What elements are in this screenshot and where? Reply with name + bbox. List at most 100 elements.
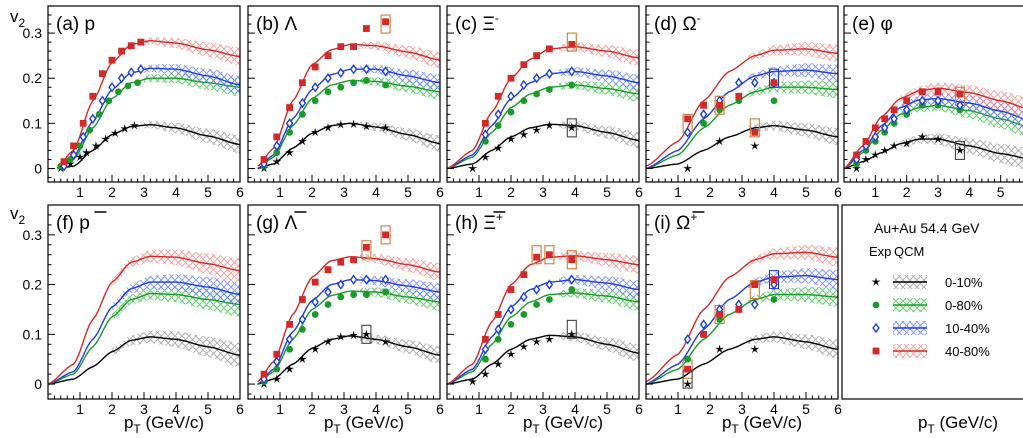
x-tick-label: 1 (674, 401, 682, 417)
exp-point-10-40% (349, 274, 358, 285)
x-tick-label: 6 (834, 401, 842, 417)
exp-point-0-80% (124, 82, 132, 90)
qcm-curve-40-80% (57, 39, 240, 167)
y-tick-label: 0.1 (23, 326, 43, 342)
x-tick-label: 5 (204, 401, 212, 417)
panel-label: (a) p (56, 14, 95, 35)
exp-point-0-10% (750, 141, 760, 150)
exp-point-0-80% (568, 286, 576, 293)
exp-point-0-10% (336, 332, 346, 341)
exp-point-40-80% (494, 92, 502, 100)
exp-point-0-10% (544, 120, 554, 130)
exp-point-0-80% (311, 311, 319, 318)
exp-point-40-80% (60, 158, 68, 166)
qcm-band-0-10% (112, 330, 240, 368)
x-tick-label: 2 (903, 184, 911, 200)
exp-point-0-80% (350, 291, 357, 298)
qcm-band-10-40% (748, 268, 838, 290)
exp-point-0-10% (349, 330, 359, 340)
exp-point-10-40% (532, 284, 541, 295)
x-tick-label: 2 (108, 401, 116, 417)
exp-point-10-40% (324, 286, 332, 298)
exp-point-0-80% (273, 149, 281, 157)
exp-point-0-80% (770, 296, 778, 303)
exp-point-0-80% (533, 301, 540, 308)
exp-point-0-80% (337, 293, 345, 301)
exp-point-0-80% (95, 110, 103, 118)
systematic-box (531, 245, 542, 265)
exp-point-10-40% (349, 63, 358, 75)
exp-point-40-80% (482, 119, 489, 127)
x-tick-label: 3 (539, 184, 547, 200)
exp-point-0-10% (81, 148, 91, 157)
exp-point-40-80% (382, 18, 389, 26)
exp-point-0-80% (382, 81, 389, 89)
qcm-curve-0-10% (646, 124, 838, 170)
exp-point-0-10% (493, 359, 503, 368)
exp-point-0-80% (533, 90, 540, 98)
plot-area (447, 32, 639, 173)
exp-point-0-10% (361, 121, 371, 131)
exp-point-0-10% (532, 125, 542, 134)
x-tick-label: 6 (436, 184, 444, 200)
exp-point-0-10% (285, 364, 295, 373)
exp-point-10-40% (545, 68, 554, 79)
panel-c: 1 2 3 4 5 6 (c) Ξ- (446, 5, 643, 200)
exp-point-0-10% (506, 349, 516, 358)
exp-point-10-40% (362, 274, 371, 285)
exp-point-40-80% (507, 286, 515, 293)
x-tick-label: 5 (802, 401, 810, 417)
qcm-band-40-80% (360, 253, 440, 282)
exp-point-10-40% (362, 63, 371, 75)
exp-point-40-80% (337, 258, 345, 266)
exp-point-40-80% (273, 133, 281, 141)
qcm-curve-10-40% (447, 278, 639, 385)
panels-group: 0 0.1 0.2 0.3 1 2 3 4 5 6 (a) p 1 2 3 4 5 6 (b) Λ 1 2 3 4 5 6 (c… (23, 5, 1023, 436)
x-axis-label: pT (GeV/c) (918, 413, 998, 436)
x-axis-label: pT (GeV/c) (722, 413, 802, 436)
qcm-band-0-10% (559, 332, 639, 363)
panel-label: (d) Ω- (654, 11, 701, 35)
qcm-curve-40-80% (447, 254, 639, 385)
x-tick-label: 4 (172, 401, 180, 417)
exp-point-0-80% (337, 83, 345, 91)
plot-area (56, 37, 240, 173)
x-tick-label: 3 (340, 401, 348, 417)
exp-point-0-10% (336, 120, 346, 129)
exp-point-0-10% (933, 134, 943, 143)
exp-point-0-10% (519, 342, 529, 351)
exp-point-10-40% (298, 97, 307, 109)
systematic-box (361, 324, 372, 344)
exp-point-0-10% (297, 136, 307, 146)
exp-point-10-40% (520, 291, 528, 303)
panel-e: 1 2 3 4 5 (e) φ (843, 5, 1023, 200)
exp-point-10-40% (69, 149, 78, 161)
x-tick-label: 4 (965, 184, 973, 200)
systematic-box (566, 118, 577, 138)
systematic-box (380, 14, 391, 34)
x-tick-label: 3 (738, 184, 746, 200)
legend-marker (872, 322, 880, 334)
exp-point-0-10% (272, 374, 282, 383)
exp-point-40-80% (99, 70, 106, 78)
exp-point-10-40% (298, 314, 307, 325)
exp-point-10-40% (337, 279, 345, 290)
qcm-band-0-80% (748, 286, 838, 307)
systematic-box (566, 319, 577, 339)
x-tick-label: 3 (140, 401, 148, 417)
exp-point-0-80% (482, 137, 489, 145)
exp-point-0-80% (299, 110, 306, 118)
exp-point-0-10% (468, 376, 478, 386)
legend-frame (841, 204, 1023, 400)
exp-point-0-10% (567, 329, 577, 339)
y-tick-label: 0 (34, 160, 42, 176)
exp-point-40-80% (684, 115, 691, 123)
exp-point-10-40% (871, 131, 880, 143)
exp-point-0-80% (546, 296, 553, 303)
exp-point-0-10% (506, 134, 516, 143)
qcm-curve-40-80% (646, 251, 838, 383)
x-tick-label: 3 (738, 401, 746, 417)
exp-point-10-40% (494, 109, 502, 120)
x-tick-label: 4 (571, 184, 579, 200)
exp-point-10-40% (285, 118, 294, 129)
